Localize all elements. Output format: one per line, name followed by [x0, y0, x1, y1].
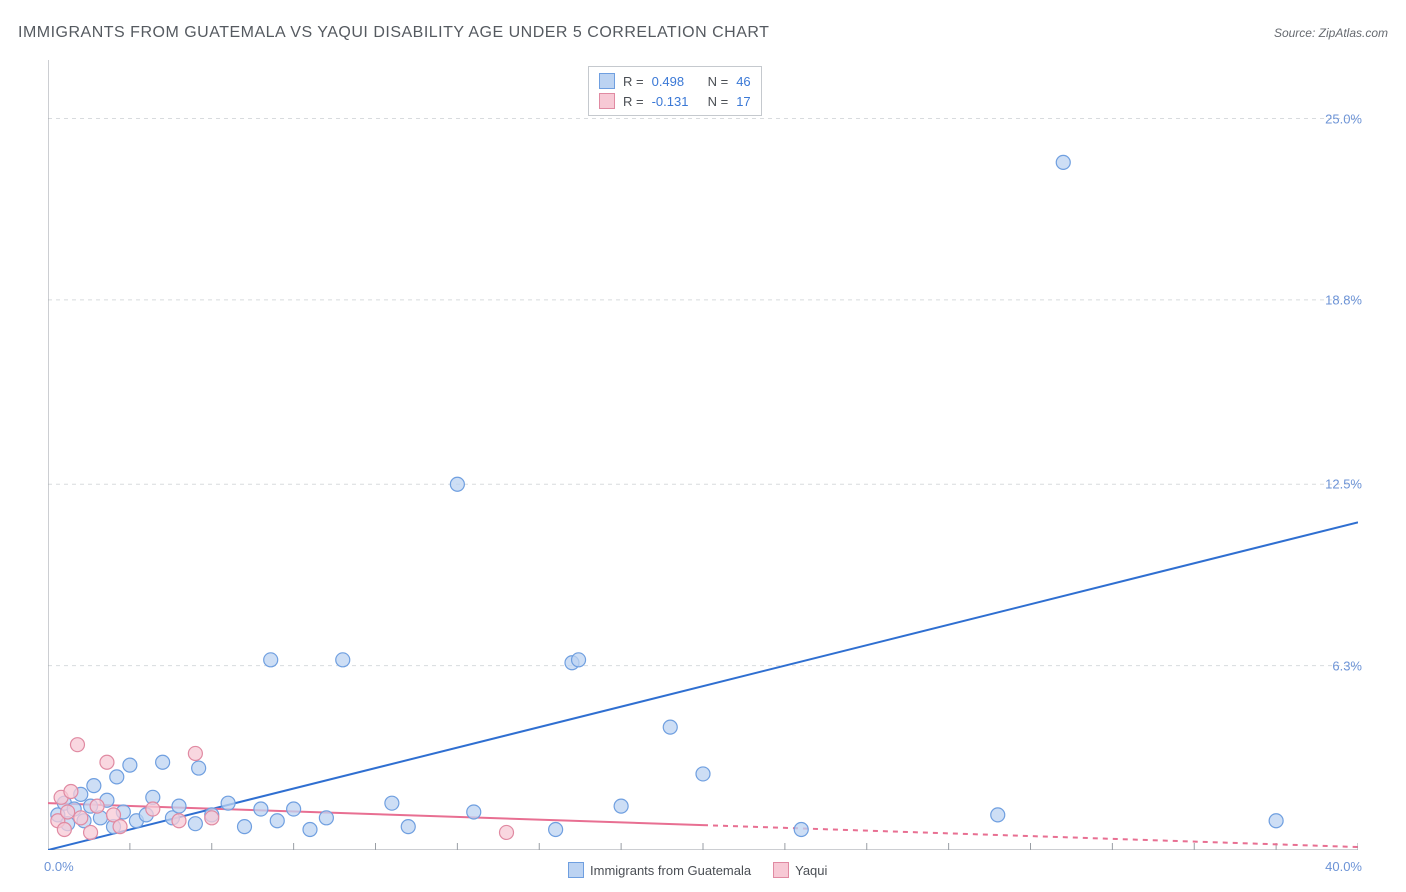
source-label: Source: ZipAtlas.com	[1274, 26, 1388, 40]
r-label: R =	[623, 74, 644, 89]
legend-swatch-icon	[599, 93, 615, 109]
chart-title: IMMIGRANTS FROM GUATEMALA VS YAQUI DISAB…	[18, 24, 769, 42]
x-tick-min: 0.0%	[44, 859, 74, 874]
chart-svg	[48, 60, 1358, 850]
legend-swatch-icon	[568, 862, 584, 878]
legend-swatch-icon	[773, 862, 789, 878]
x-tick-max: 40.0%	[1325, 859, 1362, 874]
legend-row: R = -0.131 N = 17	[599, 91, 751, 111]
n-value: 46	[736, 74, 750, 89]
legend-label: Yaqui	[795, 863, 827, 878]
n-label: N =	[708, 74, 729, 89]
r-value: 0.498	[652, 74, 700, 89]
n-label: N =	[708, 94, 729, 109]
correlation-legend: R = 0.498 N = 46 R = -0.131 N = 17	[588, 66, 762, 116]
legend-item: Immigrants from Guatemala	[568, 862, 751, 878]
plot-area: Disability Age Under 5 ZIPatlas R =0.498…	[48, 60, 1358, 850]
legend-item: Yaqui	[773, 862, 827, 878]
y-tick-label: 12.5%	[1325, 477, 1362, 492]
r-label: R =	[623, 94, 644, 109]
y-tick-label: 25.0%	[1325, 111, 1362, 126]
y-tick-label: 18.8%	[1325, 292, 1362, 307]
y-tick-label: 6.3%	[1332, 658, 1362, 673]
r-value: -0.131	[652, 94, 700, 109]
series-legend: Immigrants from Guatemala Yaqui	[568, 862, 827, 878]
legend-swatch-icon	[599, 73, 615, 89]
n-value: 17	[736, 94, 750, 109]
legend-label: Immigrants from Guatemala	[590, 863, 751, 878]
legend-row: R = 0.498 N = 46	[599, 71, 751, 91]
